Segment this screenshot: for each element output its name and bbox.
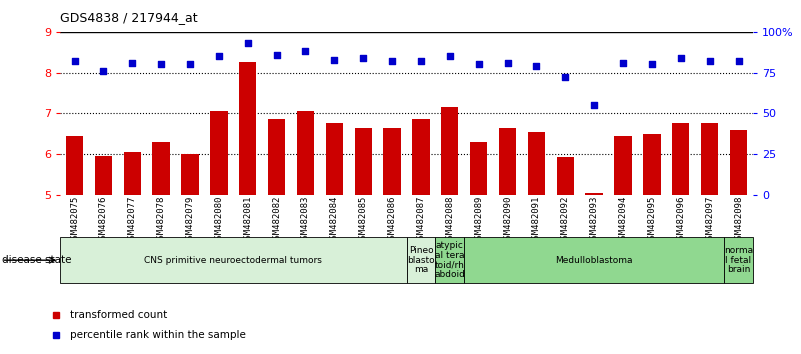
Point [183,62,196,67]
Point [241,40,254,46]
Bar [355,127,372,195]
Point [299,48,312,54]
Point [328,57,340,62]
Point [97,68,110,74]
Point [617,60,630,65]
Text: norma
l fetal
brain: norma l fetal brain [724,246,753,274]
Text: Pineo
blasto
ma: Pineo blasto ma [407,246,435,274]
Point [444,53,457,59]
Bar [239,62,256,195]
Text: CNS primitive neuroectodermal tumors: CNS primitive neuroectodermal tumors [144,256,322,265]
Bar [643,133,661,195]
Bar [470,142,487,195]
Bar [326,124,343,195]
Bar [66,136,83,195]
Point [212,53,225,59]
Bar [614,136,632,195]
Bar [499,127,516,195]
Bar [268,119,285,195]
Bar [60,237,406,283]
Bar [557,157,574,195]
Point [155,62,167,67]
Bar [701,124,718,195]
Bar [413,119,429,195]
Point [588,102,601,108]
Bar [123,152,141,195]
Point [356,55,369,61]
Point [270,52,283,57]
Point [530,63,543,69]
Point [559,75,572,80]
Bar [586,193,603,195]
Text: disease state: disease state [2,255,71,265]
Point [674,55,687,61]
Point [732,58,745,64]
Bar [95,156,112,195]
Bar [528,132,545,195]
Bar [297,111,314,195]
Text: Medulloblastoma: Medulloblastoma [555,256,633,265]
Point [68,58,81,64]
Bar [152,142,170,195]
Bar [181,154,199,195]
Bar [724,237,753,283]
Text: percentile rank within the sample: percentile rank within the sample [70,330,247,339]
Point [126,60,139,65]
Bar [672,124,690,195]
Bar [441,107,458,195]
Point [646,62,658,67]
Point [501,60,514,65]
Bar [406,237,436,283]
Text: transformed count: transformed count [70,310,167,320]
Bar [210,111,227,195]
Bar [436,237,465,283]
Point [385,58,398,64]
Text: atypic
al tera
toid/rh
abdoid: atypic al tera toid/rh abdoid [434,241,465,279]
Point [415,58,428,64]
Point [703,58,716,64]
Bar [384,127,400,195]
Bar [465,237,724,283]
Point [473,62,485,67]
Bar [730,130,747,195]
Text: GDS4838 / 217944_at: GDS4838 / 217944_at [60,11,198,24]
